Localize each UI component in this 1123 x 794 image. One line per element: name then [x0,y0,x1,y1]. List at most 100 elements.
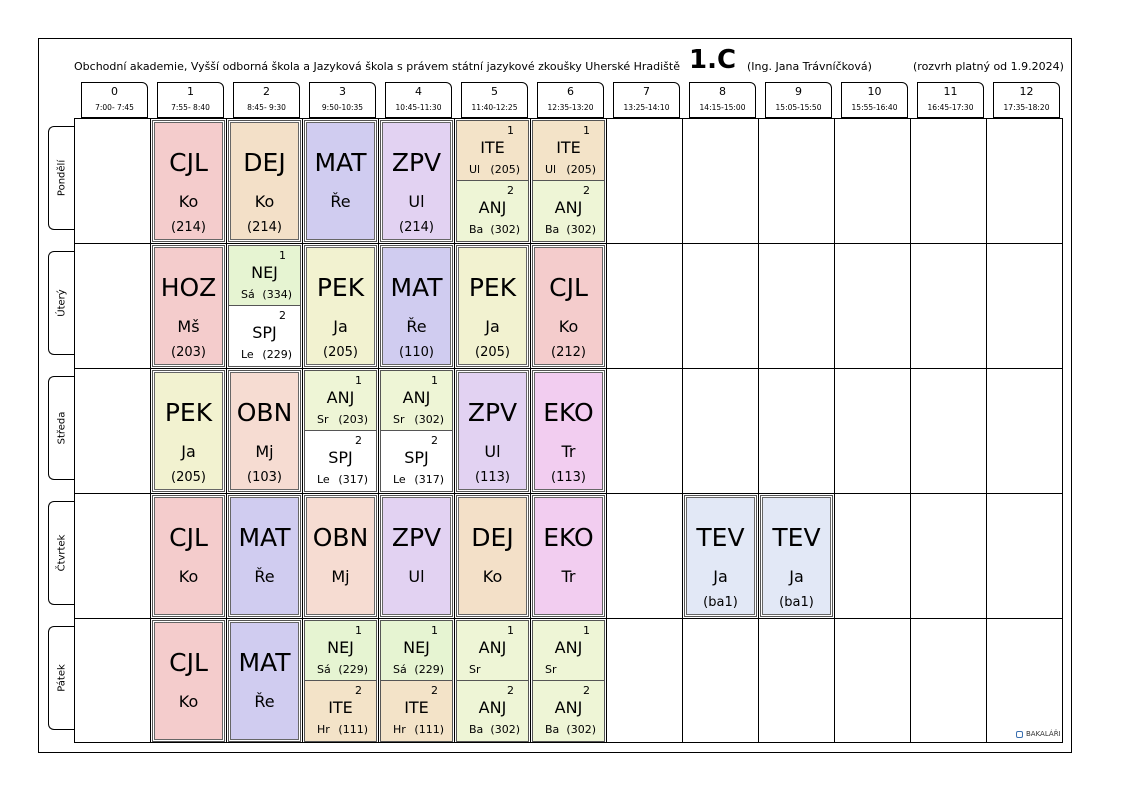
room-number: (229) [338,663,368,676]
lesson-group: 2 SPJ Le (229) [229,306,300,366]
period-header: 8 14:15-15:00 [689,82,756,118]
period-time: 10:45-11:30 [395,103,442,112]
period-number: 1 [187,85,194,98]
teacher-abbr: Mj [331,567,350,586]
lesson-card: TEV Ja (ba1) [684,495,757,617]
subject-code: MAT [238,648,291,677]
subject-code: ZPV [391,523,442,552]
teacher-abbr: Ul [545,163,557,176]
lesson-group: 1 ANJ Sr [457,621,528,681]
period-header: 2 8:45- 9:30 [233,82,300,118]
room-number: (214) [171,220,206,235]
lesson-card: PEK Ja (205) [152,370,225,492]
subject-code: ANJ [326,388,355,407]
day-label-tab: Úterý [48,251,74,355]
grid-column-line [454,118,455,743]
teacher-abbr: Ba [545,223,560,236]
lesson-card: 1 ITE Ul (205) 2 ANJ Ba (302) [532,120,605,242]
class-name: 1.C [689,45,737,75]
subject-code: NEJ [251,263,278,282]
teacher-abbr: Ja [789,567,804,586]
bakalari-brand: BAKALÁŘI [1016,730,1061,738]
grid-column-line [682,118,683,743]
period-time: 15:05-15:50 [775,103,822,112]
period-header: 6 12:35-13:20 [537,82,604,118]
valid-from: (rozvrh platný od 1.9.2024) [913,60,1064,73]
subject-code: ANJ [554,698,583,717]
teacher-abbr: Sr [545,663,557,676]
period-header: 10 15:55-16:40 [841,82,908,118]
lesson-card: DEJ Ko [456,495,529,617]
group-number: 1 [431,624,438,637]
brand-label: BAKALÁŘI [1026,730,1061,738]
teacher-abbr: Sá [393,663,407,676]
teacher-abbr: Ba [469,723,484,736]
subject-code: TEV [696,523,745,552]
period-header: 11 16:45-17:30 [917,82,984,118]
room-number: (334) [262,288,292,301]
lesson-group: 2 ITE Hr (111) [381,681,452,741]
lesson-group: 2 SPJ Le (317) [381,431,452,491]
subject-code: CJL [169,148,208,177]
lesson-card: 1 ANJ Sr 2 ANJ Ba (302) [532,620,605,742]
lesson-card: MAT Ře [228,620,301,742]
lesson-group: 1 ANJ Sr (203) [305,371,376,431]
teacher-abbr: Ře [330,192,351,211]
lesson-group: 2 ITE Hr (111) [305,681,376,741]
period-time: 13:25-14:10 [623,103,670,112]
subject-code: ANJ [554,638,583,657]
subject-code: ANJ [402,388,431,407]
group-number: 1 [507,624,514,637]
group-number: 1 [583,124,590,137]
teacher-abbr: Ko [178,567,199,586]
room-number: (205) [490,163,520,176]
lesson-card: ZPV Ul [380,495,453,617]
teacher-abbr: Mš [177,317,200,336]
teacher-abbr: Le [393,473,406,486]
period-time: 17:35-18:20 [1003,103,1050,112]
teacher-abbr: Sá [241,288,255,301]
grid-column-line [226,118,227,743]
grid-row-line [74,368,1063,369]
day-label-tab: Středa [48,376,74,480]
period-number: 5 [491,85,498,98]
subject-code: NEJ [327,638,354,657]
teacher-abbr: Ja [333,317,348,336]
room-number: (302) [566,723,596,736]
group-number: 2 [279,309,286,322]
teacher-abbr: Ba [469,223,484,236]
subject-code: EKO [543,523,594,552]
teacher-abbr: Ko [178,192,199,211]
subject-code: OBN [236,398,293,427]
period-number: 6 [567,85,574,98]
room-number: (113) [475,470,510,485]
subject-code: CJL [169,648,208,677]
grid-column-line [834,118,835,743]
subject-code: SPJ [328,448,353,467]
subject-code: ITE [480,138,505,157]
period-number: 12 [1019,85,1034,98]
group-number: 1 [431,374,438,387]
grid-column-line [910,118,911,743]
period-number: 0 [111,85,118,98]
subject-code: ITE [404,698,429,717]
grid-row-line [74,493,1063,494]
school-name: Obchodní akademie, Vyšší odborná škola a… [74,60,680,73]
bakalari-logo-icon [1016,731,1023,738]
subject-code: ZPV [391,148,442,177]
teacher-abbr: Ja [713,567,728,586]
subject-code: MAT [390,273,443,302]
teacher-abbr: Sr [469,663,481,676]
grid-row-line [74,618,1063,619]
period-time: 14:15-15:00 [699,103,746,112]
teacher-abbr: Hr [393,723,406,736]
day-label: Úterý [56,289,67,317]
group-number: 2 [431,684,438,697]
room-number: (205) [171,470,206,485]
day-label: Pátek [56,664,67,692]
subject-code: MAT [314,148,367,177]
group-number: 1 [507,124,514,137]
period-header: 3 9:50-10:35 [309,82,376,118]
grid-column-line [150,118,151,743]
class-teacher: (Ing. Jana Trávníčková) [747,60,872,73]
